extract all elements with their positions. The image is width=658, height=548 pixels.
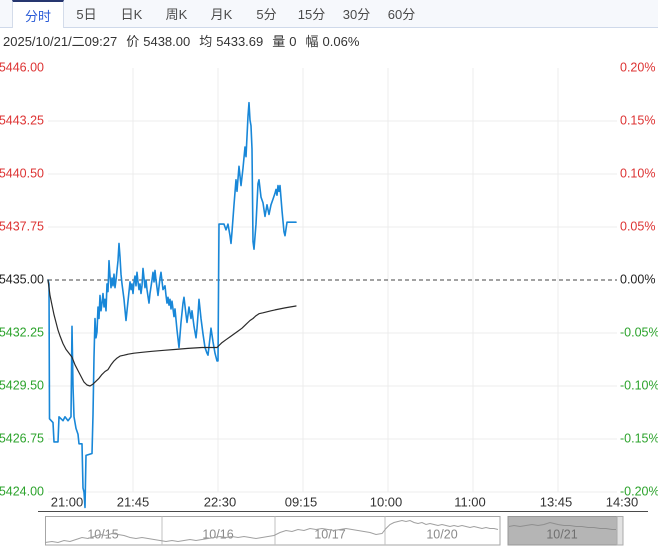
navigator-date-10/16[interactable]: 10/16 bbox=[202, 528, 233, 542]
tab-5日[interactable]: 5日 bbox=[76, 7, 97, 22]
y-axis-price-label: 5443.25 bbox=[0, 113, 44, 127]
tab-月K[interactable]: 月K bbox=[210, 7, 233, 22]
chart-period-tabbar: 分时 5日 日K 周K 月K 5分 15分 30分 60分 bbox=[0, 0, 658, 28]
x-axis-time-label: 14:30 bbox=[606, 494, 639, 509]
y-axis-percent-label: 0.00% bbox=[620, 272, 655, 286]
quote-datetime: 2025/10/21/二09:27 bbox=[3, 34, 118, 49]
x-axis-time-label: 11:00 bbox=[454, 494, 486, 509]
tab-日K[interactable]: 日K bbox=[120, 7, 143, 22]
navigator-date-10/20[interactable]: 10/20 bbox=[426, 528, 457, 542]
y-axis-percent-label: -0.20% bbox=[620, 484, 658, 498]
x-axis-time-label: 09:15 bbox=[285, 494, 318, 509]
x-axis-time-label: 22:30 bbox=[204, 494, 237, 509]
x-axis-time-label: 10:00 bbox=[370, 494, 403, 509]
y-axis-price-label: 5432.25 bbox=[0, 325, 44, 339]
tab-30分[interactable]: 30分 bbox=[342, 7, 371, 22]
tab-60分[interactable]: 60分 bbox=[387, 7, 416, 22]
y-axis-price-label: 5440.50 bbox=[0, 166, 44, 180]
y-axis-percent-label: -0.10% bbox=[620, 378, 658, 392]
navigator-selected-thumb[interactable] bbox=[507, 516, 618, 546]
y-axis-percent-label: 0.15% bbox=[620, 113, 655, 127]
tab-周K[interactable]: 周K bbox=[165, 7, 188, 22]
quote-info-bar: 2025/10/21/二09:27 价 5438.00 均 5433.69 量 0 幅 0.06… bbox=[3, 31, 368, 49]
y-axis-percent-label: 0.20% bbox=[620, 60, 655, 74]
range-label: 幅 bbox=[305, 34, 319, 49]
y-axis-percent-label: -0.15% bbox=[620, 431, 658, 445]
y-axis-percent-label: 0.10% bbox=[620, 166, 655, 180]
y-axis-price-label: 5429.50 bbox=[0, 378, 44, 392]
volume-value: 0 bbox=[289, 34, 297, 49]
navigator-track[interactable] bbox=[45, 516, 501, 546]
tab-15分[interactable]: 15分 bbox=[297, 7, 326, 22]
price-label: 价 bbox=[126, 34, 140, 49]
y-axis-percent-label: -0.05% bbox=[620, 325, 658, 339]
volume-label: 量 bbox=[272, 34, 286, 49]
range-value: 0.06% bbox=[322, 34, 360, 49]
y-axis-price-label: 5446.00 bbox=[0, 60, 44, 74]
price-line bbox=[47, 101, 297, 509]
tab-5分[interactable]: 5分 bbox=[256, 7, 277, 22]
avg-label: 均 bbox=[199, 34, 213, 49]
x-axis-time-label: 13:45 bbox=[540, 494, 573, 509]
price-value: 5438.00 bbox=[143, 34, 191, 49]
y-axis-price-label: 5426.75 bbox=[0, 431, 44, 445]
chart-plot-area[interactable] bbox=[48, 68, 617, 492]
navigator-date-selected[interactable]: 10/21 bbox=[546, 528, 577, 542]
y-axis-price-label: 5437.75 bbox=[0, 219, 44, 233]
y-axis-price-label: 5435.00 bbox=[0, 272, 44, 286]
tab-分时[interactable]: 分时 bbox=[12, 0, 64, 28]
navigator-selected-sparkline bbox=[508, 521, 616, 530]
avg-value: 5433.69 bbox=[216, 34, 264, 49]
y-axis-price-label: 5424.00 bbox=[0, 484, 44, 498]
y-axis-percent-label: 0.05% bbox=[620, 219, 655, 233]
average-line bbox=[47, 279, 297, 387]
x-axis-time-label: 21:00 bbox=[51, 494, 84, 509]
navigator-sparkline bbox=[44, 519, 499, 544]
x-axis-time-label: 21:45 bbox=[117, 494, 150, 509]
navigator-date-10/17[interactable]: 10/17 bbox=[314, 528, 345, 542]
navigator-resize-handle[interactable] bbox=[616, 516, 624, 546]
